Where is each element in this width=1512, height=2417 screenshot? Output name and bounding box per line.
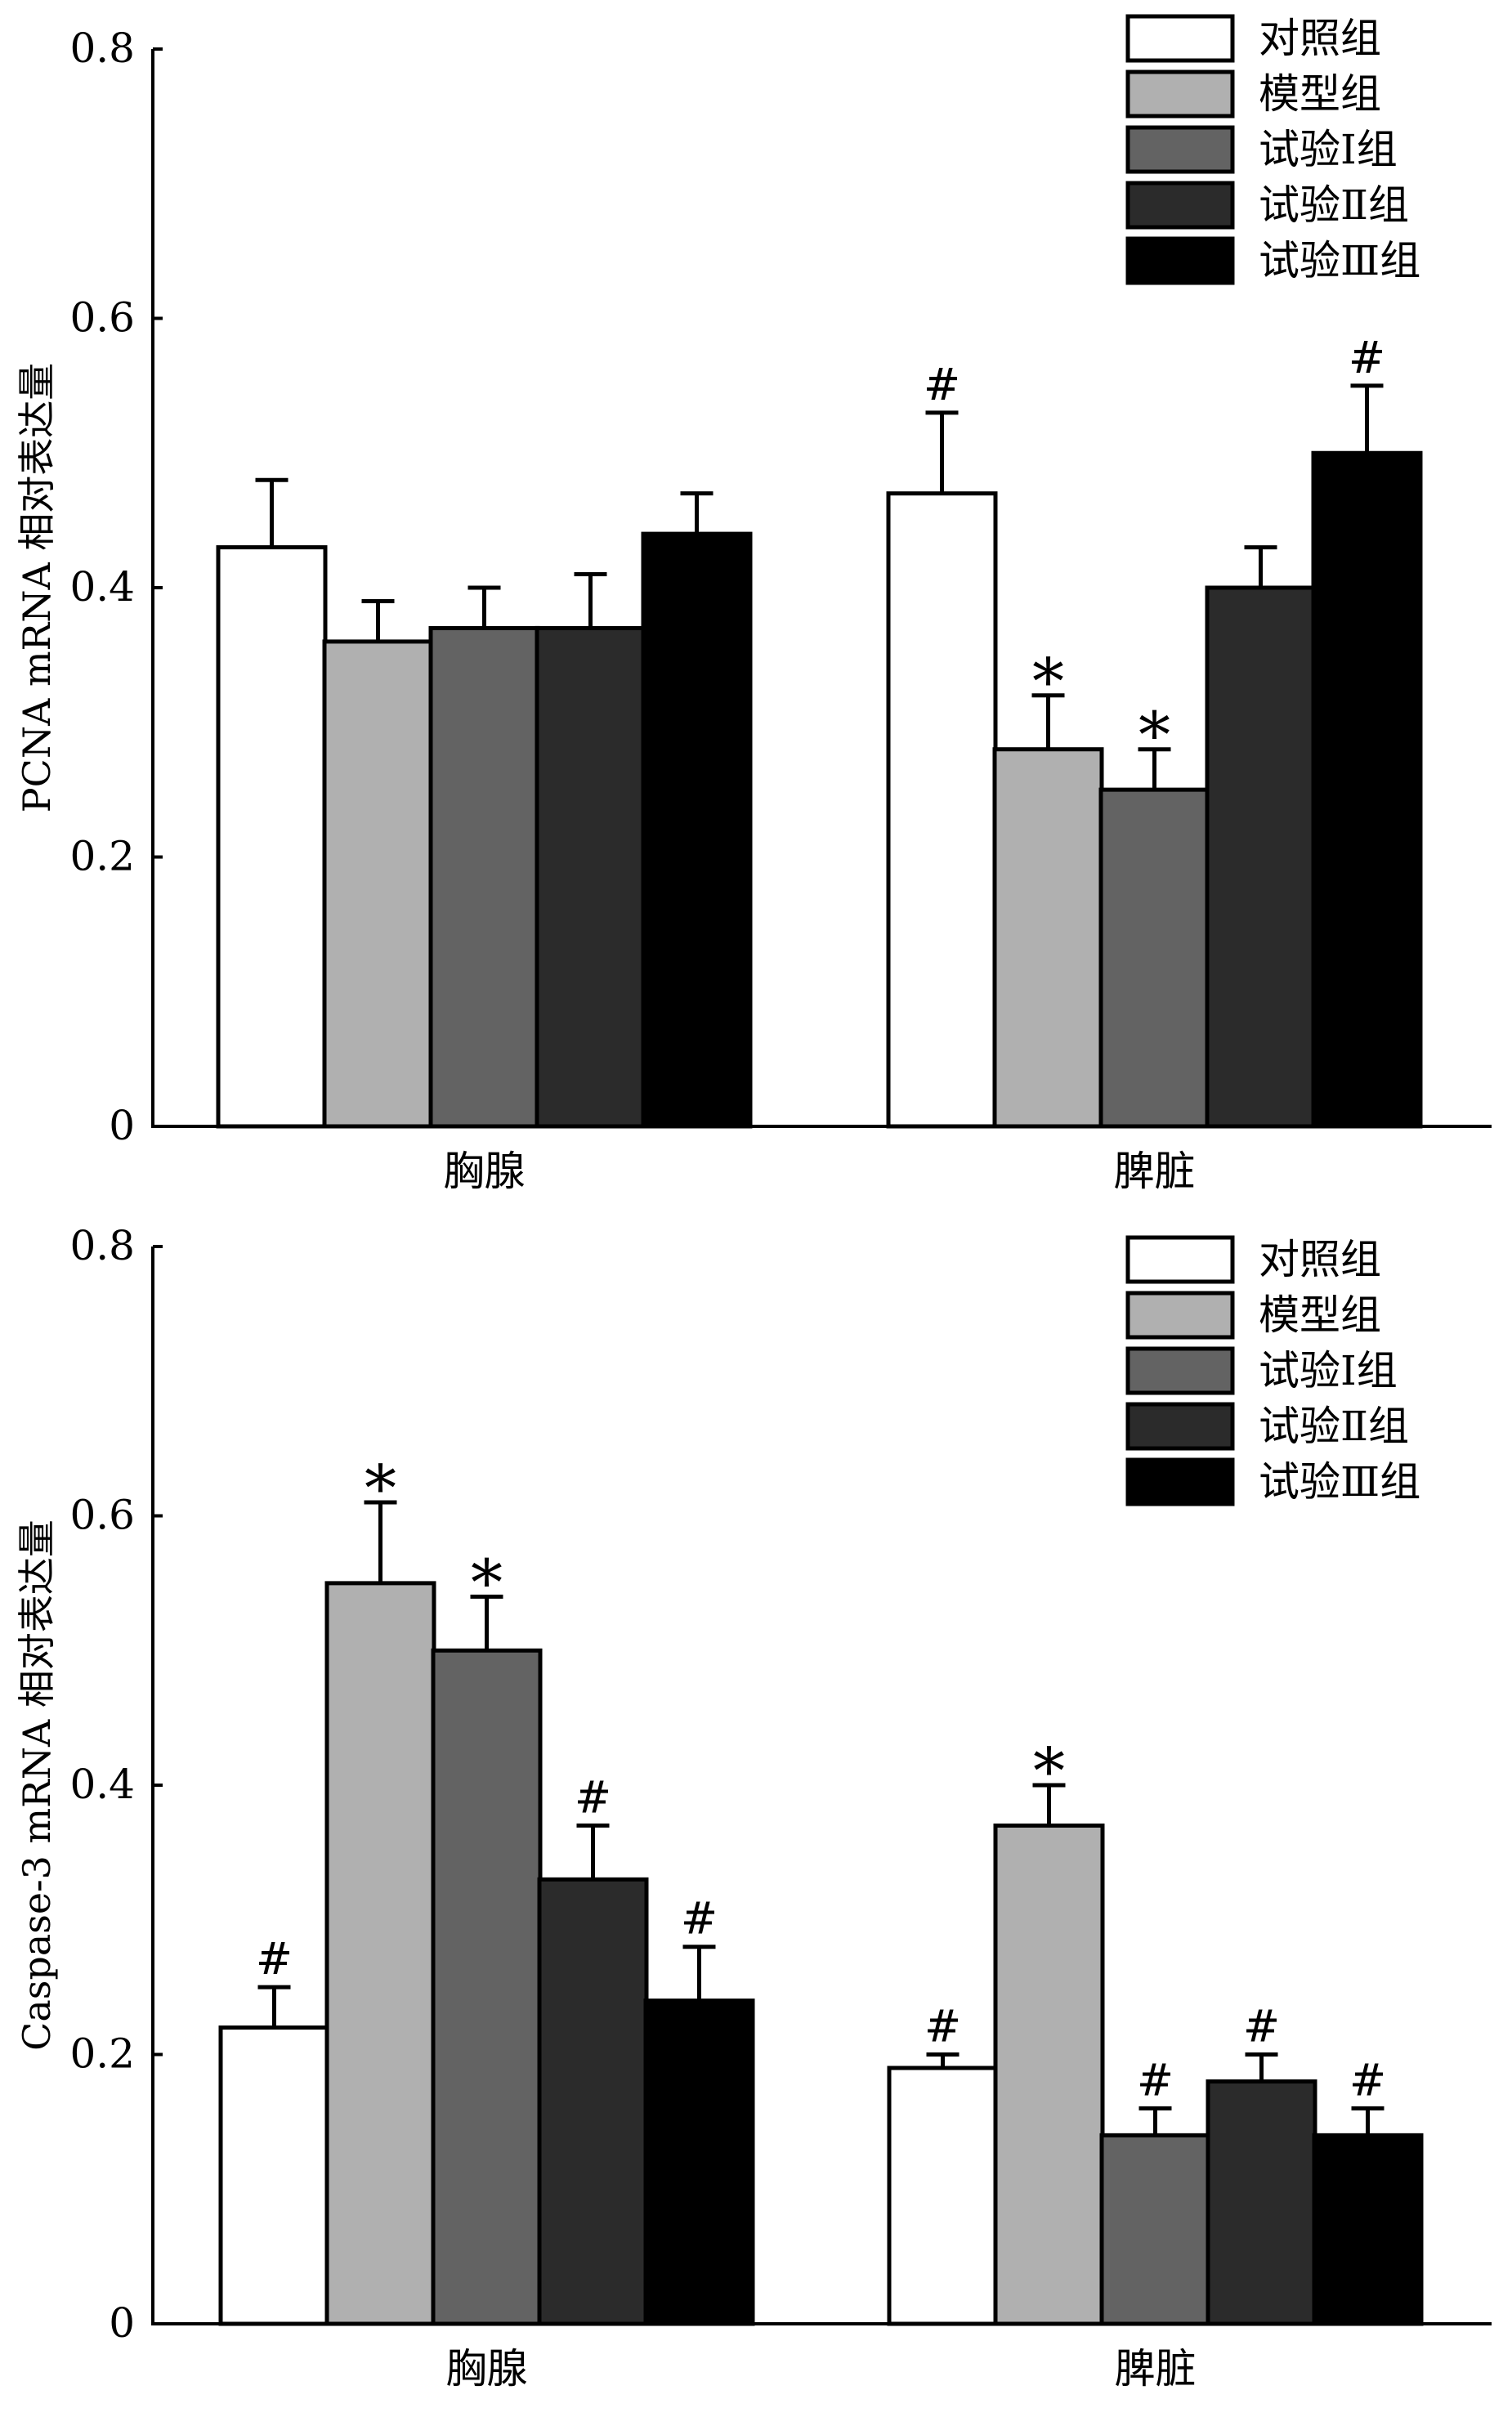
bar-胸腺-试验Ⅱ组 [535, 625, 646, 1129]
y-axis-title: PCNA mRNA 相对表达量 [15, 363, 59, 813]
legend-label: 试验Ⅰ组 [1259, 1347, 1398, 1394]
y-tick-label: 0.4 [69, 1761, 135, 1808]
legend-swatch [1125, 14, 1235, 63]
legend-swatch [1125, 1235, 1235, 1284]
significance-mark: # [1137, 2054, 1174, 2106]
bar-脾脏-试验Ⅰ组 [1099, 2133, 1211, 2326]
y-tick-label: 0.8 [69, 25, 135, 72]
bar-胸腺-试验Ⅲ组 [643, 1999, 755, 2326]
legend-label: 模型组 [1259, 70, 1381, 118]
legend-label: 试验Ⅲ组 [1259, 237, 1420, 284]
bar-胸腺-对照组 [216, 545, 328, 1129]
significance-mark: * [1138, 700, 1170, 773]
legend-swatch [1125, 1457, 1235, 1506]
y-tick-label: 0 [109, 2299, 135, 2347]
bar-胸腺-模型组 [324, 1581, 436, 2326]
significance-mark: # [924, 359, 960, 410]
y-tick-label: 0 [109, 1102, 135, 1149]
bar-胸腺-模型组 [322, 639, 434, 1129]
significance-mark: # [1243, 2001, 1280, 2052]
legend-swatch [1125, 1291, 1235, 1340]
x-category-label: 胸腺 [446, 2345, 528, 2392]
y-tick-label: 0.2 [69, 2030, 135, 2078]
y-axis-title: Caspase-3 mRNA 相对表达量 [15, 1520, 59, 2051]
legend-label: 模型组 [1259, 1291, 1381, 1339]
x-category-label: 脾脏 [1115, 2345, 1197, 2392]
legend-swatch [1125, 236, 1235, 285]
legend-swatch [1125, 69, 1235, 119]
legend-swatch [1125, 1346, 1235, 1395]
significance-mark: # [681, 1893, 718, 1945]
y-tick-label: 0.8 [69, 1222, 135, 1269]
significance-mark: # [1349, 2054, 1386, 2106]
legend-swatch [1125, 125, 1235, 174]
significance-mark: # [1349, 332, 1385, 383]
significance-mark: * [1032, 646, 1064, 719]
legend-label: 对照组 [1259, 15, 1381, 62]
bar-脾脏-对照组 [887, 2066, 999, 2326]
significance-mark: # [924, 2001, 961, 2052]
bar-脾脏-试验Ⅱ组 [1205, 585, 1317, 1129]
bar-脾脏-对照组 [886, 491, 998, 1129]
bar-脾脏-试验Ⅱ组 [1206, 2079, 1317, 2326]
bar-胸腺-试验Ⅲ组 [641, 531, 753, 1129]
legend-label: 试验Ⅱ组 [1259, 181, 1409, 229]
significance-mark: * [1033, 1735, 1065, 1809]
significance-mark: * [471, 1546, 503, 1620]
y-tick-label: 0.2 [69, 833, 135, 880]
bar-胸腺-对照组 [218, 2025, 330, 2326]
y-tick-label: 0.6 [69, 1492, 135, 1539]
bar-胸腺-试验Ⅱ组 [537, 1877, 649, 2326]
significance-mark: # [256, 1933, 293, 1985]
bar-脾脏-试验Ⅰ组 [1098, 787, 1210, 1129]
bar-胸腺-试验Ⅰ组 [431, 1648, 543, 2326]
x-category-label: 胸腺 [444, 1148, 526, 1195]
legend-swatch [1125, 1402, 1235, 1451]
y-tick-label: 0.4 [69, 563, 135, 611]
x-category-label: 脾脏 [1114, 1148, 1196, 1195]
legend-label: 试验Ⅱ组 [1259, 1403, 1409, 1450]
legend-label: 对照组 [1259, 1236, 1381, 1283]
legend-swatch [1125, 181, 1235, 230]
bar-胸腺-试验Ⅰ组 [428, 625, 540, 1129]
significance-mark: * [365, 1452, 396, 1526]
bar-脾脏-试验Ⅲ组 [1311, 450, 1423, 1129]
legend-label: 试验Ⅲ组 [1259, 1458, 1420, 1506]
significance-mark: # [575, 1771, 611, 1823]
legend-label: 试验Ⅰ组 [1259, 126, 1398, 173]
bar-脾脏-模型组 [992, 747, 1104, 1129]
bar-脾脏-模型组 [993, 1823, 1105, 2326]
y-tick-label: 0.6 [69, 294, 135, 342]
bar-脾脏-试验Ⅲ组 [1312, 2133, 1424, 2326]
